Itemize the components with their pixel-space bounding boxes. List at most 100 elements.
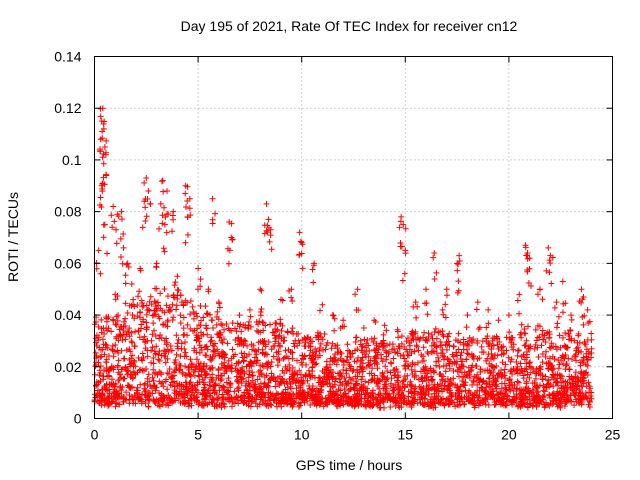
data-point-marker bbox=[337, 387, 344, 394]
data-point-marker bbox=[489, 354, 496, 361]
data-point-marker bbox=[518, 367, 525, 374]
data-point-marker bbox=[304, 377, 311, 384]
data-point-marker bbox=[159, 177, 166, 184]
data-point-marker bbox=[218, 404, 225, 411]
data-point-marker bbox=[183, 390, 190, 397]
data-point-marker bbox=[228, 368, 235, 375]
data-point-marker bbox=[310, 262, 317, 269]
data-point-marker bbox=[444, 342, 451, 349]
data-point-marker bbox=[235, 360, 242, 367]
data-point-marker bbox=[109, 346, 116, 353]
data-point-marker bbox=[161, 221, 168, 228]
data-point-marker bbox=[394, 326, 401, 333]
data-point-marker bbox=[527, 343, 534, 350]
data-point-marker bbox=[202, 400, 209, 407]
data-point-marker bbox=[295, 389, 302, 396]
data-point-marker bbox=[161, 248, 168, 255]
data-point-marker bbox=[318, 383, 325, 390]
data-point-marker bbox=[500, 396, 507, 403]
data-point-marker bbox=[289, 375, 296, 382]
data-point-marker bbox=[100, 221, 107, 228]
data-point-marker bbox=[513, 358, 520, 365]
data-point-marker bbox=[350, 367, 357, 374]
data-point-marker bbox=[457, 339, 464, 346]
data-point-marker bbox=[485, 343, 492, 350]
data-point-marker bbox=[225, 357, 232, 364]
data-point-marker bbox=[455, 278, 462, 285]
data-point-marker bbox=[417, 368, 424, 375]
data-point-marker bbox=[545, 377, 552, 384]
data-point-marker bbox=[141, 385, 148, 392]
data-point-marker bbox=[442, 301, 449, 308]
data-point-marker bbox=[371, 355, 378, 362]
data-point-marker bbox=[276, 373, 283, 380]
data-point-marker bbox=[323, 376, 330, 383]
data-point-marker bbox=[166, 308, 173, 315]
data-point-marker bbox=[456, 252, 463, 259]
data-point-marker bbox=[161, 395, 168, 402]
data-point-marker bbox=[372, 319, 379, 326]
data-point-marker bbox=[395, 334, 402, 341]
data-point-marker bbox=[333, 361, 340, 368]
data-point-marker bbox=[444, 355, 451, 362]
data-point-marker bbox=[152, 311, 159, 318]
data-point-marker bbox=[100, 160, 107, 167]
data-point-marker bbox=[155, 313, 162, 320]
data-point-marker bbox=[366, 370, 373, 377]
data-point-marker bbox=[126, 333, 133, 340]
data-point-marker bbox=[570, 388, 577, 395]
data-point-marker bbox=[193, 332, 200, 339]
data-point-marker bbox=[223, 379, 230, 386]
data-point-marker bbox=[390, 355, 397, 362]
data-point-marker bbox=[246, 395, 253, 402]
data-point-marker bbox=[525, 323, 532, 330]
data-point-marker bbox=[145, 403, 152, 410]
data-point-marker bbox=[181, 331, 188, 338]
data-point-marker bbox=[529, 386, 536, 393]
data-point-marker bbox=[586, 318, 593, 325]
data-point-marker bbox=[531, 345, 538, 352]
data-point-marker bbox=[503, 334, 510, 341]
data-point-marker bbox=[286, 287, 293, 294]
data-point-marker bbox=[588, 345, 595, 352]
data-point-marker bbox=[395, 402, 402, 409]
data-point-marker bbox=[142, 217, 149, 224]
data-point-marker bbox=[352, 338, 359, 345]
data-point-marker bbox=[366, 361, 373, 368]
data-point-marker bbox=[229, 346, 236, 353]
data-point-marker bbox=[585, 379, 592, 386]
x-tick-label: 10 bbox=[294, 427, 310, 443]
data-point-marker bbox=[104, 250, 111, 257]
data-point-marker bbox=[233, 394, 240, 401]
data-point-marker bbox=[425, 367, 432, 374]
data-point-marker bbox=[182, 399, 189, 406]
data-point-marker bbox=[136, 334, 143, 341]
data-point-marker bbox=[394, 377, 401, 384]
data-point-marker bbox=[170, 314, 177, 321]
data-point-marker bbox=[450, 367, 457, 374]
data-point-marker bbox=[439, 331, 446, 338]
data-point-marker bbox=[127, 374, 134, 381]
data-point-marker bbox=[122, 336, 129, 343]
data-point-marker bbox=[113, 400, 120, 407]
data-point-marker bbox=[97, 105, 104, 112]
data-point-marker bbox=[450, 343, 457, 350]
data-point-marker bbox=[443, 292, 450, 299]
data-point-marker bbox=[306, 352, 313, 359]
data-point-marker bbox=[132, 392, 139, 399]
data-point-marker bbox=[564, 379, 571, 386]
data-point-marker bbox=[281, 369, 288, 376]
data-point-marker bbox=[180, 314, 187, 321]
data-point-marker bbox=[443, 396, 450, 403]
data-point-marker bbox=[371, 346, 378, 353]
data-point-marker bbox=[566, 333, 573, 340]
data-point-marker bbox=[147, 293, 154, 300]
data-point-marker bbox=[465, 338, 472, 345]
data-point-marker bbox=[341, 323, 348, 330]
data-point-marker bbox=[404, 372, 411, 379]
data-point-marker bbox=[347, 350, 354, 357]
data-point-marker bbox=[524, 371, 531, 378]
data-point-marker bbox=[514, 363, 521, 370]
data-point-marker bbox=[314, 398, 321, 405]
data-point-marker bbox=[521, 393, 528, 400]
